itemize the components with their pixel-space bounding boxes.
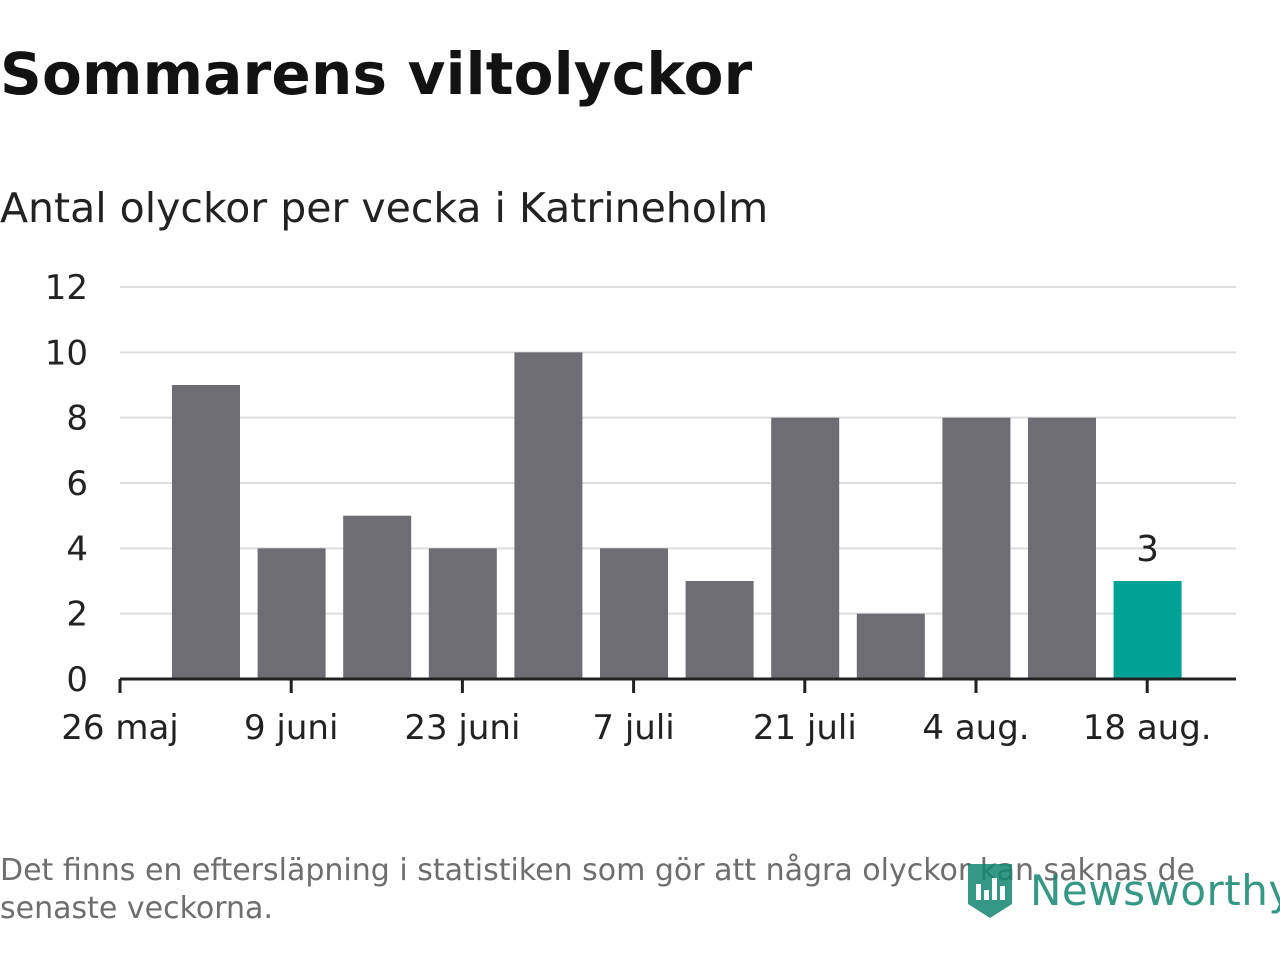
x-tick-label: 26 maj xyxy=(61,708,178,748)
chart-subtitle: Antal olyckor per vecka i Katrineholm xyxy=(0,184,769,232)
x-axis-ticks: 26 maj 9 juni 23 juni 7 juli 21 juli 4 aug. 18… xyxy=(61,679,1212,748)
x-tick-label: 21 juli xyxy=(753,708,857,748)
data-labels: 3 xyxy=(1136,529,1159,570)
x-tick-label: 9 juni xyxy=(244,708,338,748)
bar xyxy=(856,613,925,679)
y-tick-label: 2 xyxy=(66,595,88,635)
data-label: 3 xyxy=(1136,529,1159,570)
newsworthy-logo-text: Newsworthy xyxy=(1030,866,1280,915)
x-tick-label: 18 aug. xyxy=(1083,708,1212,748)
y-tick-label: 4 xyxy=(66,529,88,569)
bar xyxy=(428,548,497,679)
x-tick-label: 7 juli xyxy=(592,708,674,748)
y-tick-label: 6 xyxy=(66,464,88,504)
bar-highlighted xyxy=(1113,581,1182,679)
bar xyxy=(771,417,840,679)
chart-title: Sommarens viltolyckor xyxy=(0,40,753,108)
x-tick-label: 4 aug. xyxy=(922,708,1029,748)
y-tick-label: 12 xyxy=(45,268,88,308)
newsworthy-logo-icon xyxy=(968,864,1012,918)
bars xyxy=(172,352,1182,679)
x-tick-label: 23 juni xyxy=(404,708,520,748)
y-tick-label: 10 xyxy=(45,333,88,373)
y-tick-label: 0 xyxy=(66,660,88,700)
bar xyxy=(942,417,1011,679)
y-tick-label: 8 xyxy=(66,399,88,439)
bar xyxy=(600,548,668,679)
bar xyxy=(514,352,583,679)
bar xyxy=(685,581,754,679)
bar xyxy=(172,385,240,679)
newsworthy-logo: Newsworthy xyxy=(964,860,1280,922)
y-axis-ticks: 0 2 4 6 8 10 12 xyxy=(45,268,88,700)
bar xyxy=(1028,417,1096,679)
bar xyxy=(257,548,326,679)
bar xyxy=(343,515,412,679)
